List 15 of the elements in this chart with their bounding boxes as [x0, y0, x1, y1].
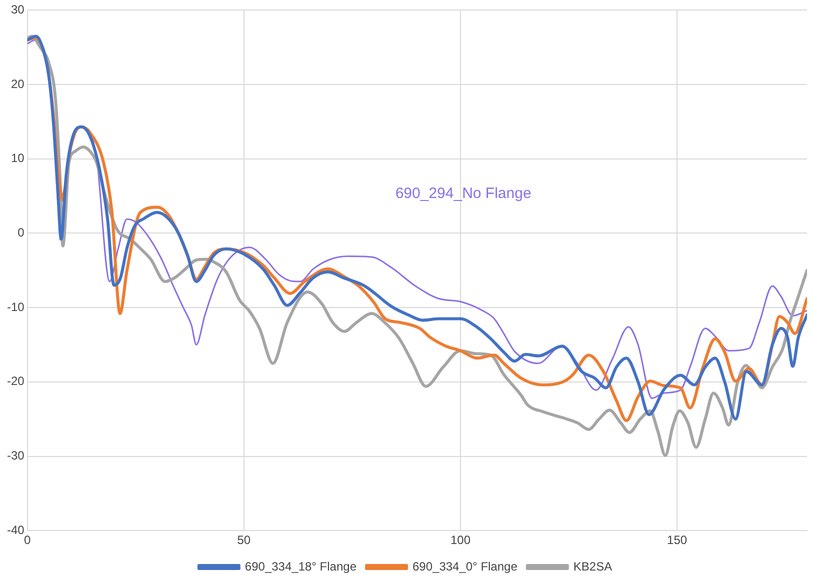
legend-label: 690_334_0° Flange [412, 559, 518, 574]
x-tick-label: 100 [450, 533, 471, 548]
x-tick-label: 150 [667, 533, 688, 548]
legend-label: 690_334_18° Flange [244, 559, 357, 574]
y-tick-label: -20 [7, 374, 25, 388]
y-tick-label: -10 [7, 300, 25, 314]
y-tick-label: -30 [7, 448, 25, 463]
y-tick-label: 20 [10, 76, 25, 91]
y-tick-label: -40 [7, 522, 25, 537]
x-tick-label: 50 [237, 533, 251, 548]
y-tick-label: 30 [10, 2, 25, 17]
annotation: 690_294_No Flange [395, 185, 532, 202]
y-tick-label: 0 [18, 226, 25, 240]
y-tick-label: 10 [10, 151, 25, 166]
legend-label: KB2SA [573, 559, 612, 574]
